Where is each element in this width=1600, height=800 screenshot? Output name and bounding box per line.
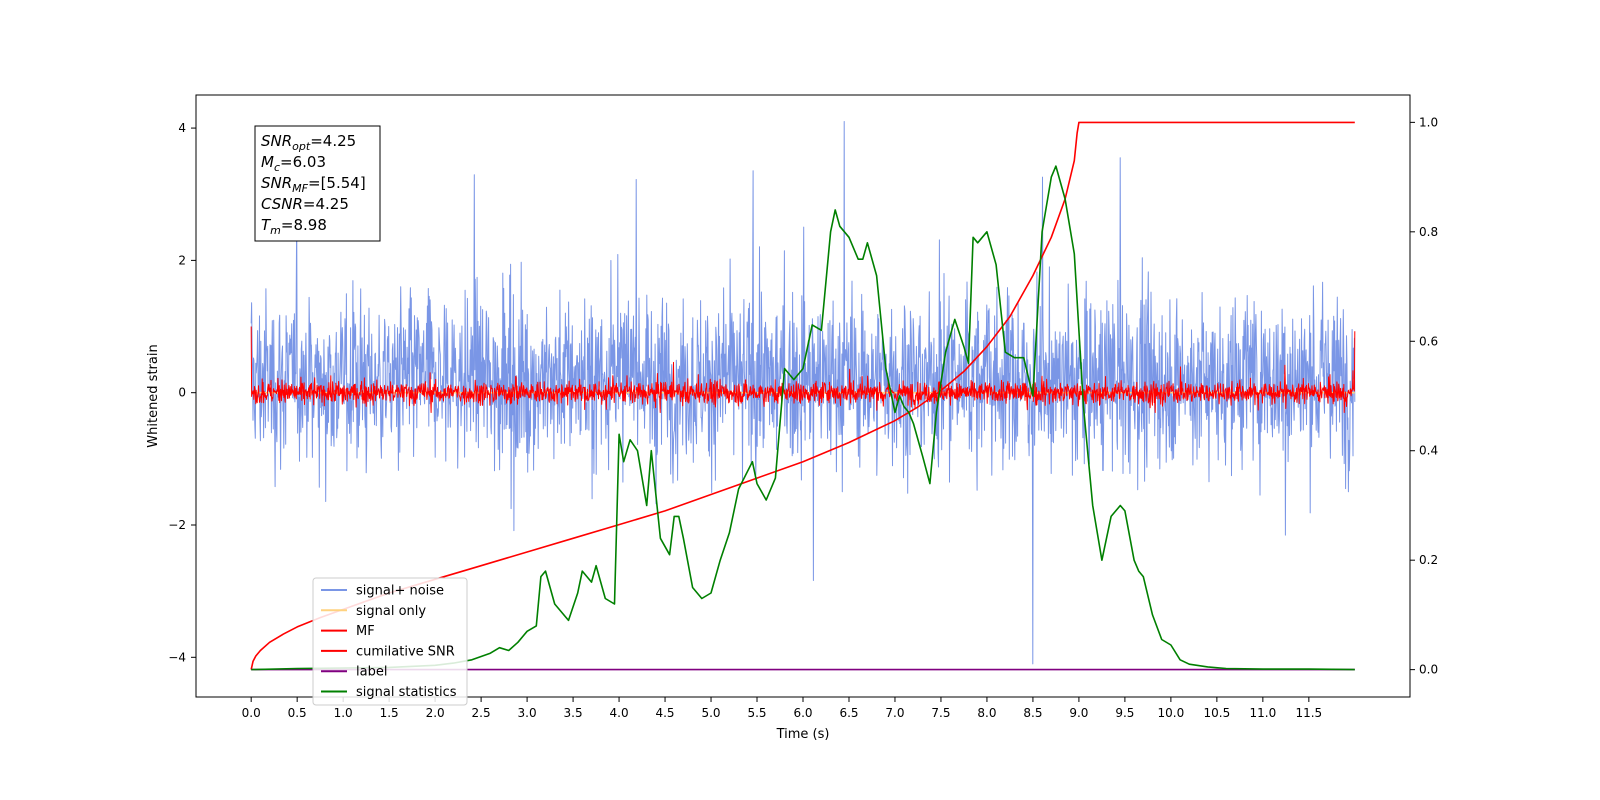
annotation-base: CSNR — [261, 195, 303, 213]
legend-label: signal+ noise — [356, 584, 444, 599]
x-tick-label: 0.0 — [242, 706, 261, 720]
x-tick-label: 9.5 — [1115, 706, 1134, 720]
legend-label: cumilative SNR — [356, 644, 455, 659]
x-tick-label: 8.0 — [977, 706, 996, 720]
legend: signal+ noise signal only MF cumilative SNR… — [312, 577, 468, 706]
x-tick-label: 1.5 — [380, 706, 399, 720]
x-tick-label: 9.0 — [1069, 706, 1088, 720]
annotation-base: SNR — [261, 174, 292, 192]
legend-label: signal statistics — [356, 685, 457, 700]
x-tick-label: 10.0 — [1158, 706, 1185, 720]
x-tick-label: 11.5 — [1295, 706, 1322, 720]
y2-tick-label: 0.0 — [1419, 663, 1438, 677]
x-tick-label: 0.5 — [288, 706, 307, 720]
annotation-value: =6.03 — [280, 153, 326, 171]
x-tick-label: 3.0 — [518, 706, 537, 720]
legend-label: label — [356, 665, 387, 680]
x-tick-label: 7.5 — [931, 706, 950, 720]
x-tick-label: 7.0 — [885, 706, 904, 720]
y2-tick-label: 1.0 — [1419, 115, 1438, 129]
annotation-line: SNRMF=[5.54] — [261, 174, 366, 195]
legend-label: signal only — [356, 604, 426, 619]
y-axis-label: Whitened strain — [146, 344, 161, 447]
x-tick-label: 5.5 — [747, 706, 766, 720]
x-tick-label: 11.0 — [1249, 706, 1276, 720]
x-tick-label: 8.5 — [1023, 706, 1042, 720]
y-tick-label: 2 — [178, 253, 186, 267]
annotation-sub: opt — [292, 140, 311, 153]
annotation-base: T — [261, 216, 272, 234]
series-line-2 — [250, 326, 1356, 413]
axes-layer: 0.0 0.5 1.0 1.5 2.0 2.5 3.0 3.5 4.0 4.5 5.0 5.5 6.0 6… — [168, 115, 1438, 720]
annotation-value: =4.25 — [310, 132, 356, 150]
x-tick-label: 4.5 — [655, 706, 674, 720]
annotation-sub: MF — [292, 182, 308, 195]
x-tick-label: 2.5 — [472, 706, 491, 720]
y-tick-label: 0 — [178, 386, 186, 400]
annotation-base: SNR — [261, 132, 292, 150]
y2-tick-label: 0.8 — [1419, 225, 1438, 239]
annotation-line: SNRopt=4.25 — [261, 132, 356, 153]
series-line-0 — [250, 121, 1356, 665]
annotation-line: Tm=8.98 — [261, 216, 327, 237]
y2-tick-label: 0.2 — [1419, 553, 1438, 567]
annotation-line: Mc=6.03 — [261, 153, 326, 174]
y-tick-label: −4 — [168, 650, 186, 664]
series-line-3 — [250, 121, 1355, 670]
annotation-base: M — [261, 153, 274, 171]
x-tick-label: 5.0 — [701, 706, 720, 720]
x-tick-label: 6.5 — [839, 706, 858, 720]
annotation-box: SNRopt=4.25Mc=6.03SNRMF=[5.54]CSNR=4.25T… — [254, 125, 381, 242]
annotation-value: =8.98 — [281, 216, 327, 234]
x-tick-label: 2.0 — [426, 706, 445, 720]
x-tick-label: 6.0 — [793, 706, 812, 720]
legend-label: MF — [356, 624, 375, 639]
annotation-sub: m — [270, 224, 281, 237]
y2-tick-label: 0.4 — [1419, 444, 1438, 458]
annotation-value: =[5.54] — [308, 174, 366, 192]
x-tick-label: 1.0 — [334, 706, 353, 720]
y2-tick-label: 0.6 — [1419, 334, 1438, 348]
y-tick-label: 4 — [178, 121, 186, 135]
y-tick-label: −2 — [168, 518, 186, 532]
annotation-value: =4.25 — [303, 195, 349, 213]
series-line-5 — [251, 165, 1355, 671]
x-tick-label: 10.5 — [1204, 706, 1231, 720]
x-tick-label: 3.5 — [564, 706, 583, 720]
x-tick-label: 4.0 — [610, 706, 629, 720]
x-axis-label: Time (s) — [776, 727, 830, 742]
annotation-line: CSNR=4.25 — [261, 195, 349, 213]
annotation-sub: c — [274, 161, 280, 174]
